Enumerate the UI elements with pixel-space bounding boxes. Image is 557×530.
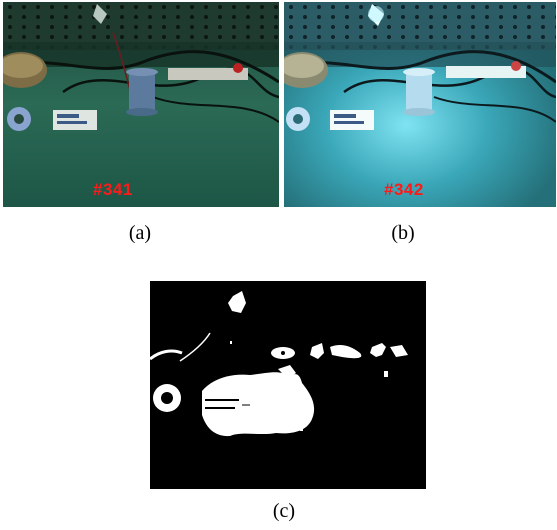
frame-label-a: #341 bbox=[93, 180, 133, 199]
scene-photo-b: #342 bbox=[284, 2, 556, 207]
scene-photo-a: #341 bbox=[3, 2, 279, 207]
photo-panel-a: #341 bbox=[3, 2, 279, 207]
caption-a: (a) bbox=[128, 222, 152, 244]
caption-b: (b) bbox=[391, 222, 415, 244]
binary-mask-image bbox=[150, 281, 426, 489]
caption-c: (c) bbox=[272, 500, 296, 522]
frame-label-b: #342 bbox=[384, 180, 424, 199]
mask-panel-c bbox=[150, 281, 426, 489]
photo-panel-b: #342 bbox=[284, 2, 556, 207]
